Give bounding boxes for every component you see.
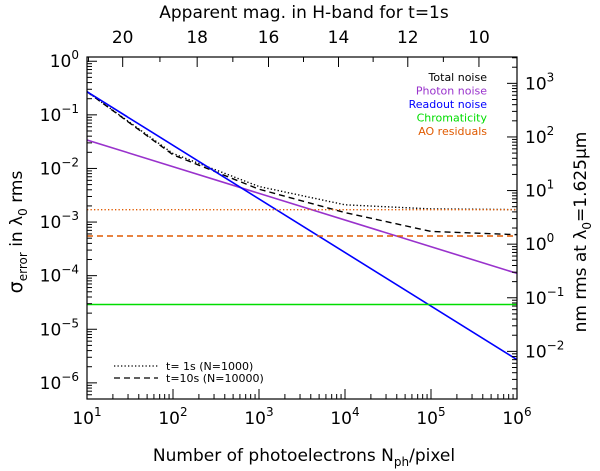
legend-item-ao-residuals: AO residuals bbox=[418, 125, 487, 138]
top-tick-label: 10 bbox=[468, 28, 490, 48]
x-label-tail: /pixel bbox=[409, 446, 455, 466]
y-label-sub2: 0 bbox=[16, 208, 30, 216]
x-tick-label: 104 bbox=[330, 405, 359, 429]
legend-item-readout-noise: Readout noise bbox=[409, 98, 488, 111]
series-line-readout-noise-solid bbox=[87, 91, 517, 361]
y-tick-label: 10−4 bbox=[40, 263, 79, 287]
top-tick-label: 16 bbox=[258, 28, 280, 48]
legend-item-photon-noise: Photon noise bbox=[416, 85, 487, 98]
chart-title: Apparent mag. in H-band for t=1s bbox=[159, 3, 449, 23]
axes: 101 102 103 104 105 106 100 10−1 10−2 10−3 10−4 10−… bbox=[40, 28, 565, 429]
x-tick-label: 102 bbox=[158, 405, 187, 429]
series-line-total-noise-dotted bbox=[87, 91, 517, 211]
y-tick-label: 10−3 bbox=[40, 209, 79, 233]
x-label-main: Number of photoelectrons N bbox=[153, 446, 394, 466]
x-tick-label: 101 bbox=[72, 405, 101, 429]
y2-label-main: nm rms at λ bbox=[571, 230, 591, 333]
chart-text: Apparent mag. in H-band for t=1s Number … bbox=[5, 3, 594, 469]
y-label-sigma: σ bbox=[5, 281, 27, 293]
series-line-total-noise-dashed bbox=[87, 91, 517, 236]
y2-tick-label: 103 bbox=[525, 70, 554, 94]
x-tick-label: 103 bbox=[244, 405, 273, 429]
top-tick-label: 14 bbox=[328, 28, 350, 48]
y2-tick-label: 10−1 bbox=[525, 285, 564, 309]
legend-item-total-noise: Total noise bbox=[428, 71, 488, 84]
y2-tick-label: 10−2 bbox=[525, 338, 564, 362]
y2-label-tail: =1.625μm bbox=[571, 132, 591, 222]
y2-axis-label: nm rms at λ0=1.625μm bbox=[571, 132, 594, 333]
y2-tick-label: 101 bbox=[525, 178, 554, 202]
plot-area bbox=[87, 91, 517, 361]
y-label-tail: rms bbox=[7, 171, 27, 209]
series-line-photon-noise-solid bbox=[87, 139, 517, 275]
y-tick-label: 10−6 bbox=[40, 370, 79, 394]
y2-tick-label: 102 bbox=[525, 124, 554, 148]
x-label-sub: ph bbox=[394, 455, 409, 469]
y-tick-label: 100 bbox=[50, 48, 79, 72]
y-label-sub: error bbox=[16, 252, 30, 281]
top-tick-label: 12 bbox=[397, 28, 419, 48]
y2-tick-label: 100 bbox=[525, 231, 554, 255]
top-tick-label: 20 bbox=[112, 28, 134, 48]
style-legend-label-dashed: t=10s (N=10000) bbox=[166, 372, 264, 385]
x-tick-label: 105 bbox=[416, 405, 445, 429]
top-tick-label: 18 bbox=[186, 28, 208, 48]
x-tick-label: 106 bbox=[502, 405, 531, 429]
y2-label-sub: 0 bbox=[580, 222, 594, 230]
x-axis-label: Number of photoelectrons Nph/pixel bbox=[153, 446, 455, 469]
style-legend-label-dotted: t= 1s (N=1000) bbox=[166, 360, 253, 373]
legend-item-chromaticity: Chromaticity bbox=[417, 112, 488, 125]
y-tick-label: 10−2 bbox=[40, 155, 79, 179]
y-tick-label: 10−1 bbox=[40, 102, 79, 126]
y-axis-label: σerror in λ0 rms bbox=[5, 171, 30, 294]
y-tick-label: 10−5 bbox=[40, 316, 79, 340]
y-label-mid: in λ bbox=[7, 216, 27, 252]
